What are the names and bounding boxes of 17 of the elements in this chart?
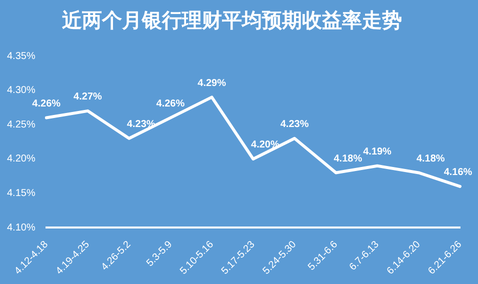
- chart-title: 近两个月银行理财平均预期收益率走势: [61, 8, 402, 32]
- data-label: 4.18%: [334, 153, 362, 164]
- data-label: 4.27%: [74, 92, 102, 103]
- data-label: 4.26%: [156, 98, 185, 110]
- data-label: 4.16%: [444, 167, 472, 178]
- y-tick-label: 4.30%: [6, 85, 36, 96]
- y-tick-label: 4.25%: [6, 119, 36, 130]
- data-label: 4.19%: [363, 146, 392, 158]
- data-label: 4.18%: [416, 153, 445, 164]
- data-label: 4.23%: [126, 119, 156, 130]
- data-label: 4.29%: [198, 78, 226, 89]
- y-tick-label: 4.35%: [6, 50, 36, 62]
- data-label: 4.23%: [280, 119, 309, 130]
- y-tick-label: 4.10%: [6, 222, 36, 234]
- y-tick-label: 4.15%: [6, 188, 36, 200]
- data-label: 4.26%: [32, 98, 61, 110]
- y-tick-label: 4.20%: [6, 154, 36, 165]
